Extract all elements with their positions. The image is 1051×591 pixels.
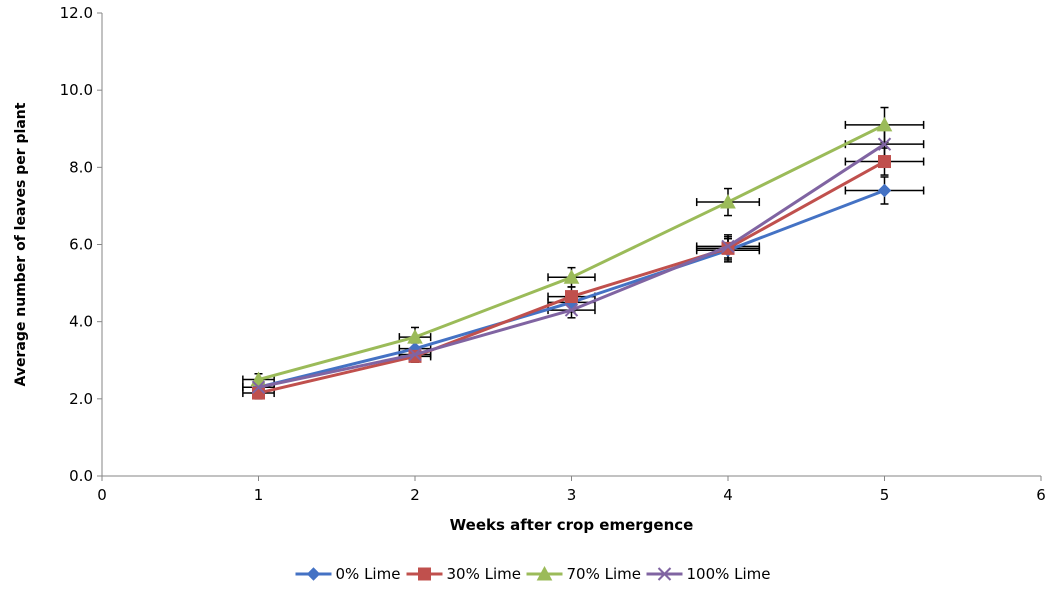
data-point — [878, 155, 891, 169]
series-30-lime — [252, 155, 891, 400]
series-100-lime — [251, 137, 892, 394]
series-layer — [242, 106, 925, 400]
data-point — [563, 269, 580, 284]
data-point — [877, 183, 892, 198]
data-point — [721, 239, 735, 254]
y-tick-label: 8.0 — [69, 158, 93, 176]
data-point — [720, 194, 736, 209]
y-tick-label: 10.0 — [60, 81, 93, 99]
x-tick-label: 0 — [97, 486, 107, 504]
legend-label: 0% Lime — [336, 565, 401, 583]
legend-label: 100% Lime — [687, 565, 771, 583]
error-bars — [242, 106, 925, 387]
legend-item-70-lime: 70% Lime — [526, 565, 641, 583]
legend-label: 30% Lime — [447, 565, 521, 583]
legend-item-30-lime: 30% Lime — [406, 565, 521, 583]
axes — [101, 13, 1041, 477]
y-tick-label: 12.0 — [60, 4, 93, 22]
legend-marker — [536, 565, 553, 581]
x-tick-label: 3 — [567, 486, 577, 504]
legend-marker — [418, 567, 431, 581]
series-line — [258, 142, 886, 389]
data-point — [876, 116, 893, 132]
x-tick-label: 1 — [254, 486, 264, 504]
legend-item-100-lime: 100% Lime — [646, 565, 771, 583]
y-tick-label: 0.0 — [69, 467, 93, 485]
series-line — [258, 123, 886, 381]
data-point — [252, 386, 265, 400]
x-tick-label: 4 — [723, 486, 733, 504]
error-bars — [242, 128, 925, 394]
x-tick-label: 6 — [1036, 486, 1046, 504]
legend: 0% Lime 30% Lime 70% Lime 100% Lime — [295, 565, 771, 583]
y-tick-label: 4.0 — [69, 313, 93, 331]
data-point — [407, 329, 423, 344]
y-tick-label: 6.0 — [69, 236, 93, 254]
legend-marker — [306, 567, 321, 581]
series-70-lime — [250, 116, 893, 387]
data-point — [565, 290, 578, 304]
error-bars — [242, 176, 925, 394]
data-point — [564, 303, 579, 317]
x-tick-label: 5 — [880, 486, 890, 504]
data-point — [408, 347, 422, 362]
legend-marker — [657, 567, 672, 581]
x-axis-title: Weeks after crop emergence — [450, 516, 694, 534]
legend-label: 70% Lime — [567, 565, 641, 583]
legend-item-0-lime: 0% Lime — [295, 565, 401, 583]
data-point — [251, 380, 266, 394]
y-axis-ticks: 0.0 2.0 4.0 6.0 8.0 10.0 12.0 — [60, 4, 102, 485]
y-axis-title: Average number of leaves per plant — [13, 102, 29, 386]
x-axis-ticks: 0 1 2 3 4 5 6 — [97, 476, 1046, 504]
data-point — [877, 137, 892, 151]
x-tick-label: 2 — [410, 486, 420, 504]
data-point — [250, 371, 267, 387]
y-tick-label: 2.0 — [69, 390, 93, 408]
